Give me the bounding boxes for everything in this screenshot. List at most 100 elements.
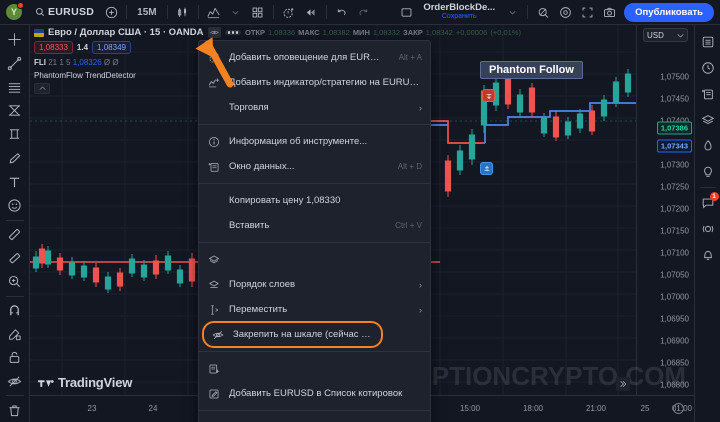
fib-retracement-tool[interactable] (2, 99, 28, 123)
symbol-search-button[interactable]: EURUSD (30, 3, 99, 22)
hide-drawings-icon (7, 376, 22, 387)
remove-drawings-tool[interactable] (2, 398, 28, 422)
price-tick: 1,06850 (660, 358, 689, 368)
brush-icon (9, 152, 21, 164)
templates-button[interactable] (248, 3, 268, 22)
chat-panel-button[interactable]: 1 (696, 190, 720, 216)
phantom-follow-label[interactable]: Phantom Follow (480, 61, 583, 79)
layout-dropdown-button[interactable] (502, 3, 522, 22)
broadcast-panel-button[interactable] (696, 216, 720, 242)
time-tick: 15:00 (459, 404, 481, 413)
crosshair-tool[interactable] (2, 28, 28, 52)
zoom-in-tool[interactable] (2, 270, 28, 294)
text-tool[interactable] (2, 170, 28, 194)
trading-item[interactable]: Торговля › (199, 95, 430, 120)
pill-lower-value: 1,08333 (34, 41, 73, 54)
add-alert-item[interactable]: Добавить оповещение для EURUSD на 1,0833… (199, 45, 430, 70)
magnet-tool[interactable] (2, 299, 28, 323)
sell-marker[interactable] (482, 89, 495, 102)
data-window-panel-button[interactable] (696, 81, 720, 107)
move-item[interactable]: Порядок слоев › (199, 272, 430, 297)
watchlist-panel-button[interactable] (696, 29, 720, 55)
layout-select-button[interactable] (396, 3, 416, 22)
buy-marker[interactable] (480, 162, 493, 175)
layer-order-item[interactable] (199, 247, 430, 272)
legend-collapse-button[interactable] (34, 83, 50, 94)
chart-settings-button[interactable] (555, 3, 575, 22)
redo-button[interactable] (354, 3, 374, 22)
watchlist-add-icon (207, 362, 221, 376)
measure-tool[interactable] (2, 246, 28, 270)
publish-label: Опубликовать (635, 6, 703, 18)
copy-price-item[interactable]: Копировать цену 1,08330 (199, 188, 430, 213)
drawing-mode-tool[interactable] (2, 322, 28, 346)
settings-item[interactable]: Добавить текстовую заметку для EURUSD (199, 415, 430, 422)
add-indicator-item[interactable]: Добавить индикатор/стратегию на EURUSD..… (199, 70, 430, 95)
chevron-down-icon (677, 33, 684, 37)
lock-drawings-tool[interactable] (2, 346, 28, 370)
pitchfork-tool[interactable] (2, 123, 28, 147)
divider (5, 295, 24, 297)
symbol-info-item[interactable]: Информация об инструменте... (199, 129, 430, 154)
clock-icon[interactable] (673, 403, 684, 414)
undo-button[interactable] (332, 3, 352, 22)
replay-icon (306, 8, 315, 16)
interval-button[interactable]: 15M (132, 3, 161, 22)
price-tick: 1,07100 (660, 248, 689, 258)
ohlc-open-value: 1,08336 (268, 28, 296, 37)
indicator-name-row[interactable]: PhantomFlow TrendDetector (34, 71, 136, 80)
indicator-extra: Ø Ø (103, 58, 119, 67)
alerts-panel-button[interactable] (696, 55, 720, 81)
brush-tool[interactable] (2, 147, 28, 171)
hide-drawings-tool[interactable] (2, 370, 28, 394)
menu-separator (199, 183, 430, 184)
trend-line-tool[interactable] (2, 52, 28, 76)
publish-button[interactable]: Опубликовать (624, 2, 714, 22)
data-window-item[interactable]: Окно данных... Alt + D (199, 154, 430, 179)
indicators-dropdown-button[interactable] (226, 3, 246, 22)
price-scale[interactable]: USD 1,07500 1,07450 1,07400 1,07386 1,07… (636, 25, 694, 412)
notifications-panel-button[interactable] (696, 242, 720, 268)
chevron-right-icon: › (419, 102, 422, 113)
legend-eye-button[interactable] (207, 27, 221, 38)
pin-to-scale-item[interactable]: Переместить › (199, 297, 430, 322)
menu-separator (199, 124, 430, 125)
chart-type-button[interactable] (173, 3, 193, 22)
broadcast-icon (702, 225, 713, 233)
price-tick: 1,07250 (660, 182, 689, 192)
indicators-button[interactable] (204, 3, 224, 22)
layout-save-link[interactable]: Сохранить (441, 13, 477, 21)
avatar[interactable]: Y (6, 2, 24, 20)
paste-shortcut: Ctrl + V (395, 221, 422, 230)
divider (699, 187, 716, 188)
snapshot-button[interactable] (599, 3, 619, 22)
currency-selector[interactable]: USD (643, 28, 688, 42)
symbol-title[interactable]: Евро / Доллар США · 15 · OANDA (48, 27, 204, 38)
replay-button[interactable] (301, 3, 321, 22)
paste-item[interactable]: Вставить Ctrl + V (199, 213, 430, 238)
ideas-bulb-button[interactable] (696, 159, 720, 185)
ruler-tool[interactable] (2, 223, 28, 247)
add-to-watchlist-item[interactable] (199, 356, 430, 381)
add-symbol-button[interactable] (101, 3, 121, 22)
ideas-panel-button[interactable] (696, 133, 720, 159)
add-note-item[interactable]: Добавить EURUSD в Список котировок (199, 381, 430, 406)
timescale-expand-button[interactable] (616, 377, 630, 391)
fullscreen-button[interactable] (577, 3, 597, 22)
hotlists-panel-button[interactable] (696, 107, 720, 133)
more-dots-icon[interactable] (224, 30, 241, 35)
layout-name-button[interactable]: OrderBlockDe... Сохранить (418, 3, 500, 20)
divider (166, 5, 168, 19)
quick-search-button[interactable] (533, 3, 553, 22)
hide-item[interactable]: Закрепить на шкале (сейчас справа) (202, 321, 383, 348)
hide-label: Закрепить на шкале (сейчас справа) (233, 329, 374, 340)
info-circle-icon (207, 135, 221, 149)
indicator-values-row: FLI 21 1 5 1,08326 Ø Ø (34, 58, 521, 67)
horizontal-lines-tool[interactable] (2, 75, 28, 99)
tradingview-logo[interactable]: TradingView (38, 375, 132, 390)
emoji-tool[interactable] (2, 194, 28, 218)
alert-button[interactable] (279, 3, 299, 22)
indicator-price-badge: 1,07386 (656, 121, 692, 135)
trend-line-icon (7, 56, 22, 71)
